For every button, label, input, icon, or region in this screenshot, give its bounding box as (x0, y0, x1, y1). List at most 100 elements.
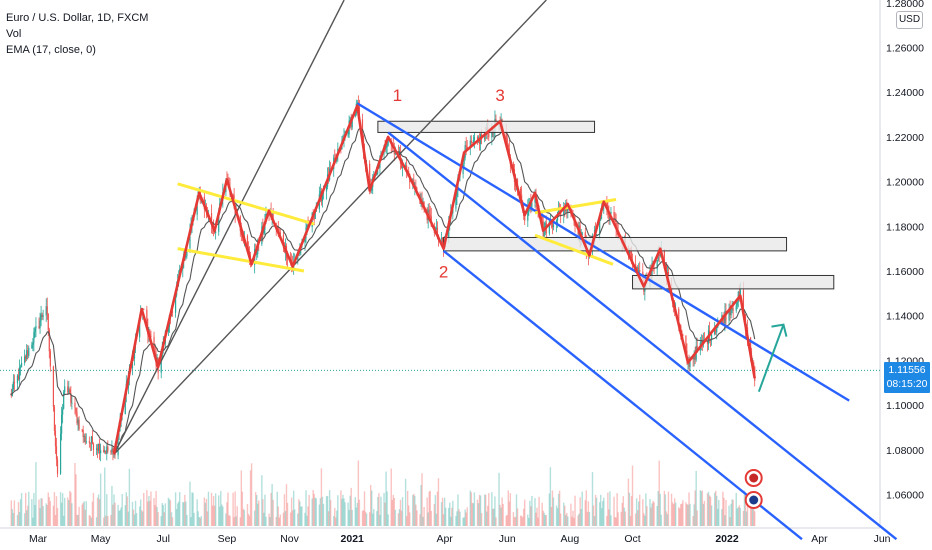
candle-body (693, 355, 695, 360)
candle-body (422, 201, 424, 203)
volume-bar (264, 494, 266, 526)
volume-bar (328, 490, 331, 526)
event-flag-icon (749, 495, 759, 505)
currency-button[interactable]: USD (896, 11, 923, 29)
volume-bar (407, 505, 410, 526)
vol-indicator-label[interactable]: Vol (6, 28, 22, 40)
volume-bar (111, 485, 113, 526)
volume-bar (254, 492, 257, 526)
y-axis: 1.28000 1.26000 1.24000 1.22000 1.20000 1.180… (886, 0, 924, 502)
volume-bar (592, 505, 595, 526)
volume-bar (636, 510, 639, 526)
candle-body (97, 443, 100, 451)
candle-body (405, 165, 407, 167)
volume-bar (335, 517, 337, 526)
candle-body (319, 191, 321, 195)
volume-bar (112, 504, 114, 526)
volume-bar (20, 493, 23, 526)
volume-bar (394, 509, 397, 526)
volume-bar (735, 492, 737, 526)
volume-bar (565, 514, 567, 526)
volume-bar (710, 505, 713, 526)
volume-bar (162, 505, 164, 526)
volume-bar (153, 498, 155, 526)
volume-bar (386, 491, 388, 526)
candle-body (46, 306, 48, 315)
volume-bar (107, 516, 109, 526)
candle-body (394, 152, 396, 155)
volume-bar (53, 492, 56, 526)
volume-bar (559, 513, 562, 526)
volume-bar (98, 499, 101, 526)
volume-bar (28, 491, 30, 526)
volume-bar (653, 502, 655, 526)
volume-bar (213, 505, 216, 526)
volume-bar (49, 501, 52, 526)
volume-bar (301, 506, 303, 526)
candle-body (729, 308, 731, 316)
bar-countdown: 08:15:20 (886, 378, 928, 390)
volume-bar (449, 502, 451, 526)
candle-body (637, 267, 639, 273)
candle-body (552, 224, 555, 228)
volume-bar (687, 504, 689, 526)
volume-bar (608, 509, 610, 526)
volume-bar (686, 504, 688, 526)
volume-bar (54, 514, 57, 526)
candle-body (476, 137, 479, 139)
volume-bar (220, 491, 222, 526)
volume-bar (700, 491, 703, 526)
volume-bar (169, 500, 172, 526)
volume-bar (268, 513, 270, 526)
volume-bar (739, 507, 742, 526)
candle-body (124, 395, 126, 415)
volume-bar (512, 512, 515, 526)
candle-body (10, 394, 12, 397)
volume-bar (384, 502, 386, 526)
candle-body (469, 140, 471, 149)
volume-bar (59, 492, 62, 526)
volume-bar (41, 498, 43, 526)
volume-bar (283, 494, 286, 526)
candle-body (512, 164, 515, 170)
volume-bar (645, 493, 647, 526)
volume-bar (397, 513, 400, 526)
candle-body (613, 211, 615, 221)
volume-bar (746, 494, 749, 526)
candle-body (174, 295, 177, 313)
volume-bar (422, 516, 424, 526)
volume-bar (17, 502, 20, 526)
volume-bar (257, 503, 259, 526)
volume-bar (528, 517, 530, 526)
volume-bar (318, 504, 321, 526)
volume-bar (462, 517, 464, 526)
uptrend-line (113, 0, 547, 455)
candle-body (354, 113, 356, 117)
candle-body (531, 202, 533, 208)
candle-body (32, 342, 34, 345)
volume-bar (157, 512, 159, 526)
ema-indicator-label[interactable]: EMA (17, close, 0) (6, 44, 96, 56)
volume-bar (613, 496, 615, 526)
volume-bar (551, 490, 554, 526)
candle-body (351, 116, 353, 128)
candle-body (67, 386, 69, 393)
candle-body (506, 138, 508, 145)
volume-bar (392, 495, 394, 526)
symbol-title[interactable]: Euro / U.S. Dollar, 1D, FXCM (6, 12, 149, 24)
y-tick-label: 1.28000 (886, 0, 924, 10)
volume-bar (263, 512, 265, 526)
volume-bar (521, 517, 524, 526)
candle-body (17, 375, 20, 380)
candle-body (214, 231, 216, 234)
volume-bar (578, 513, 580, 526)
volume-bar (272, 499, 274, 526)
candle-body (53, 406, 56, 431)
volume-bar (656, 505, 658, 526)
volume-bar (391, 499, 393, 526)
volume-bar (620, 511, 622, 526)
y-tick-label: 1.16000 (886, 266, 924, 278)
volume-bar (506, 514, 508, 526)
volume-bar (291, 510, 294, 526)
